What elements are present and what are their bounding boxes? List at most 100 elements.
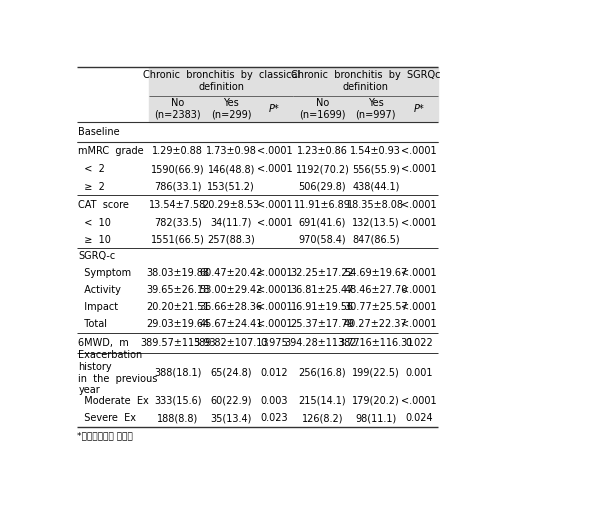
- Text: ≥  2: ≥ 2: [78, 181, 105, 192]
- Text: Moderate  Ex: Moderate Ex: [78, 396, 150, 406]
- Text: No
(n=1699): No (n=1699): [299, 98, 346, 120]
- Text: 1.23±0.86: 1.23±0.86: [297, 146, 348, 156]
- Text: P*: P*: [269, 104, 280, 114]
- Text: 60(22.9): 60(22.9): [210, 396, 252, 406]
- Text: 0.975: 0.975: [261, 338, 288, 348]
- Text: <.0001: <.0001: [257, 200, 292, 209]
- Text: 45.67±24.41: 45.67±24.41: [200, 319, 263, 329]
- Text: 199(22.5): 199(22.5): [352, 368, 399, 378]
- Text: 36.66±28.36: 36.66±28.36: [200, 302, 263, 312]
- Text: <  2: < 2: [78, 164, 105, 174]
- Text: 1.29±0.88: 1.29±0.88: [152, 146, 203, 156]
- Text: 11.91±6.89: 11.91±6.89: [294, 200, 351, 209]
- Text: Impact: Impact: [78, 302, 118, 312]
- Bar: [149, 67, 294, 121]
- Text: <.0001: <.0001: [257, 217, 292, 228]
- Text: 126(8.2): 126(8.2): [302, 413, 343, 423]
- Text: <.0001: <.0001: [401, 268, 437, 277]
- Text: 30.77±25.57: 30.77±25.57: [344, 302, 408, 312]
- Text: 98(11.1): 98(11.1): [355, 413, 396, 423]
- Text: 13.54±7.58: 13.54±7.58: [150, 200, 206, 209]
- Text: 40.27±22.37: 40.27±22.37: [344, 319, 408, 329]
- Text: 1192(70.2): 1192(70.2): [295, 164, 349, 174]
- Text: Exacerbation
history
in  the  previous
year: Exacerbation history in the previous yea…: [78, 351, 158, 395]
- Text: <.0001: <.0001: [257, 146, 292, 156]
- Text: 970(58.4): 970(58.4): [298, 235, 346, 245]
- Text: <.0001: <.0001: [401, 217, 437, 228]
- Text: Severe  Ex: Severe Ex: [78, 413, 136, 423]
- Text: No
(n=2383): No (n=2383): [154, 98, 201, 120]
- Text: 256(16.8): 256(16.8): [298, 368, 346, 378]
- Text: <.0001: <.0001: [257, 164, 292, 174]
- Text: 38.03±19.88: 38.03±19.88: [147, 268, 209, 277]
- Text: SGRQ-c: SGRQ-c: [78, 251, 115, 261]
- Text: 394.28±113.77: 394.28±113.77: [285, 338, 360, 348]
- Text: 0.003: 0.003: [261, 396, 288, 406]
- Text: Activity: Activity: [78, 285, 121, 295]
- Text: 786(33.1): 786(33.1): [154, 181, 202, 192]
- Text: <.0001: <.0001: [401, 200, 437, 209]
- Text: <.0001: <.0001: [257, 285, 292, 295]
- Text: 20.29±8.53: 20.29±8.53: [203, 200, 260, 209]
- Text: 389.57±115.93: 389.57±115.93: [140, 338, 216, 348]
- Text: 0.022: 0.022: [405, 338, 433, 348]
- Text: Symptom: Symptom: [78, 268, 132, 277]
- Text: 35(13.4): 35(13.4): [210, 413, 252, 423]
- Text: <.0001: <.0001: [257, 319, 292, 329]
- Text: <.0001: <.0001: [257, 268, 292, 277]
- Text: <.0001: <.0001: [401, 319, 437, 329]
- Text: Chronic  bronchitis  by  SGRQc
definition: Chronic bronchitis by SGRQc definition: [291, 71, 441, 92]
- Text: 1590(66.9): 1590(66.9): [151, 164, 205, 174]
- Text: 388(18.1): 388(18.1): [154, 368, 202, 378]
- Text: 146(48.8): 146(48.8): [208, 164, 255, 174]
- Text: 1551(66.5): 1551(66.5): [151, 235, 205, 245]
- Text: <  10: < 10: [78, 217, 111, 228]
- Text: Yes
(n=299): Yes (n=299): [211, 98, 251, 120]
- Text: 0.023: 0.023: [261, 413, 288, 423]
- Text: 6MWD,  m: 6MWD, m: [78, 338, 129, 348]
- Text: <.0001: <.0001: [401, 302, 437, 312]
- Text: 0.001: 0.001: [405, 368, 433, 378]
- Text: Total: Total: [78, 319, 108, 329]
- Text: 39.65±26.18: 39.65±26.18: [147, 285, 209, 295]
- Text: 16.91±19.56: 16.91±19.56: [291, 302, 354, 312]
- Text: 382.16±116.31: 382.16±116.31: [338, 338, 413, 348]
- Text: 36.81±25.47: 36.81±25.47: [291, 285, 354, 295]
- Bar: [294, 67, 438, 121]
- Text: 132(13.5): 132(13.5): [352, 217, 399, 228]
- Text: 0.024: 0.024: [405, 413, 433, 423]
- Text: 257(88.3): 257(88.3): [208, 235, 255, 245]
- Text: 1.73±0.98: 1.73±0.98: [206, 146, 257, 156]
- Text: 782(33.5): 782(33.5): [154, 217, 202, 228]
- Text: <.0001: <.0001: [401, 164, 437, 174]
- Text: Chronic  bronchitis  by  classical
definition: Chronic bronchitis by classical definiti…: [142, 71, 300, 92]
- Text: 60.47±20.42: 60.47±20.42: [200, 268, 263, 277]
- Text: 556(55.9): 556(55.9): [352, 164, 399, 174]
- Text: 32.25±17.22: 32.25±17.22: [291, 268, 355, 277]
- Text: 333(15.6): 333(15.6): [154, 396, 202, 406]
- Text: 34(11.7): 34(11.7): [210, 217, 252, 228]
- Text: 0.012: 0.012: [261, 368, 288, 378]
- Text: 389.82±107.13: 389.82±107.13: [193, 338, 269, 348]
- Text: 847(86.5): 847(86.5): [352, 235, 399, 245]
- Text: <.0001: <.0001: [401, 146, 437, 156]
- Text: 53.00±29.42: 53.00±29.42: [200, 285, 263, 295]
- Text: 506(29.8): 506(29.8): [298, 181, 346, 192]
- Text: 438(44.1): 438(44.1): [352, 181, 399, 192]
- Text: 215(14.1): 215(14.1): [298, 396, 346, 406]
- Text: 48.46±27.70: 48.46±27.70: [344, 285, 407, 295]
- Text: 153(51.2): 153(51.2): [208, 181, 255, 192]
- Text: <.0001: <.0001: [257, 302, 292, 312]
- Text: Yes
(n=997): Yes (n=997): [355, 98, 396, 120]
- Text: 20.20±21.51: 20.20±21.51: [146, 302, 210, 312]
- Text: 54.69±19.67: 54.69±19.67: [344, 268, 407, 277]
- Text: <.0001: <.0001: [401, 285, 437, 295]
- Text: 29.03±19.64: 29.03±19.64: [147, 319, 209, 329]
- Text: 65(24.8): 65(24.8): [210, 368, 252, 378]
- Text: 25.37±17.79: 25.37±17.79: [291, 319, 354, 329]
- Text: ≥  10: ≥ 10: [78, 235, 111, 245]
- Text: P*: P*: [414, 104, 425, 114]
- Text: 18.35±8.08: 18.35±8.08: [347, 200, 404, 209]
- Text: Baseline: Baseline: [78, 127, 120, 137]
- Text: 188(8.8): 188(8.8): [157, 413, 199, 423]
